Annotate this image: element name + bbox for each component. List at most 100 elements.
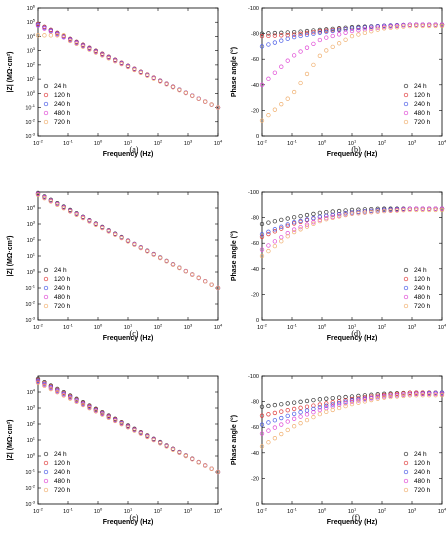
data-point bbox=[80, 216, 86, 221]
data-point bbox=[285, 234, 290, 239]
data-point bbox=[317, 411, 323, 417]
legend: 24 h 120 h 240 h 480 h 720 h bbox=[403, 83, 431, 126]
data-point bbox=[356, 209, 361, 215]
data-point bbox=[349, 211, 355, 216]
legend-marker bbox=[403, 110, 409, 116]
data-point bbox=[279, 226, 284, 231]
data-point bbox=[119, 61, 124, 67]
data-point bbox=[164, 82, 169, 87]
data-point bbox=[433, 391, 438, 397]
data-point bbox=[317, 218, 323, 224]
data-point bbox=[304, 398, 310, 404]
data-point bbox=[324, 401, 329, 406]
data-point bbox=[125, 425, 131, 430]
data-point bbox=[439, 391, 445, 397]
data-point bbox=[112, 418, 118, 424]
data-point bbox=[291, 221, 297, 226]
data-point bbox=[356, 400, 361, 405]
y-tick-exponent: 4 bbox=[33, 32, 36, 37]
y-tick-label: -60 bbox=[251, 57, 259, 63]
data-point bbox=[177, 450, 182, 456]
data-point bbox=[266, 440, 271, 445]
y-tick-label: -40 bbox=[251, 83, 259, 89]
data-point bbox=[119, 235, 124, 241]
legend-label: 480 h bbox=[54, 110, 71, 117]
data-point bbox=[298, 410, 303, 415]
data-point bbox=[433, 207, 438, 213]
data-point bbox=[381, 392, 387, 398]
data-point bbox=[48, 33, 54, 38]
data-point bbox=[291, 227, 297, 232]
data-point bbox=[272, 219, 278, 224]
x-tick-exponent: 1 bbox=[130, 323, 133, 328]
y-tick-exponent: 2 bbox=[33, 60, 36, 65]
data-point bbox=[67, 209, 73, 214]
series-720h bbox=[35, 192, 221, 291]
data-point bbox=[426, 22, 432, 27]
data-point bbox=[375, 396, 380, 401]
x-tick-label: 103 bbox=[184, 139, 193, 148]
data-point bbox=[132, 242, 137, 247]
data-point bbox=[266, 42, 271, 47]
data-point bbox=[279, 38, 284, 43]
legend-label: 720 h bbox=[54, 119, 71, 126]
x-tick-label: 102 bbox=[154, 323, 163, 332]
data-point bbox=[215, 105, 221, 110]
x-tick-label: 10-1 bbox=[287, 507, 297, 516]
x-tick-label: 10-1 bbox=[287, 139, 297, 148]
y-tick-exponent: 2 bbox=[33, 420, 36, 425]
x-tick-label: 100 bbox=[94, 139, 103, 148]
series-720h bbox=[259, 23, 445, 123]
data-point bbox=[343, 37, 348, 42]
data-point bbox=[291, 53, 297, 58]
data-point bbox=[439, 393, 445, 398]
data-point bbox=[426, 23, 432, 29]
data-point bbox=[279, 422, 284, 427]
data-point bbox=[317, 405, 323, 410]
data-point bbox=[420, 206, 425, 211]
data-point bbox=[272, 425, 278, 430]
data-point bbox=[439, 390, 445, 395]
legend-label: 24 h bbox=[54, 451, 67, 458]
data-point bbox=[414, 22, 419, 27]
data-point bbox=[272, 243, 278, 249]
y-tick-label: 102 bbox=[27, 60, 36, 69]
data-point bbox=[215, 285, 221, 291]
series-720h bbox=[259, 393, 445, 449]
data-point bbox=[125, 64, 131, 70]
data-point bbox=[420, 391, 425, 397]
x-tick-label: 10-2 bbox=[257, 323, 267, 332]
data-point bbox=[362, 210, 368, 215]
data-point bbox=[298, 33, 303, 39]
x-tick-label: 10-2 bbox=[33, 507, 43, 516]
data-point bbox=[266, 428, 271, 433]
x-tick-exponent: -2 bbox=[263, 139, 267, 144]
legend: 24 h 120 h 240 h 480 h 720 h bbox=[43, 83, 71, 126]
data-point bbox=[266, 33, 271, 39]
data-point bbox=[183, 453, 189, 459]
legend-marker bbox=[43, 487, 49, 493]
y-tick-exponent: 3 bbox=[33, 46, 36, 51]
data-point bbox=[291, 89, 297, 95]
y-tick-label: 105 bbox=[27, 18, 36, 27]
data-point bbox=[317, 29, 323, 34]
data-point bbox=[279, 30, 284, 35]
data-point bbox=[401, 24, 406, 29]
data-point bbox=[388, 25, 393, 30]
panel-label: (d) bbox=[351, 329, 361, 338]
data-point bbox=[304, 217, 310, 222]
data-point bbox=[266, 420, 271, 425]
data-point bbox=[279, 224, 284, 229]
series-480h bbox=[259, 206, 445, 252]
data-point bbox=[259, 444, 265, 449]
y-tick-label: -100 bbox=[248, 190, 259, 196]
data-point bbox=[298, 218, 303, 224]
y-tick-label: 10-3 bbox=[25, 500, 35, 509]
legend-label: 240 h bbox=[414, 285, 431, 292]
data-point bbox=[132, 67, 137, 73]
data-point bbox=[362, 395, 368, 400]
data-point bbox=[285, 401, 290, 406]
legend-marker bbox=[43, 285, 49, 291]
data-point bbox=[266, 243, 271, 248]
